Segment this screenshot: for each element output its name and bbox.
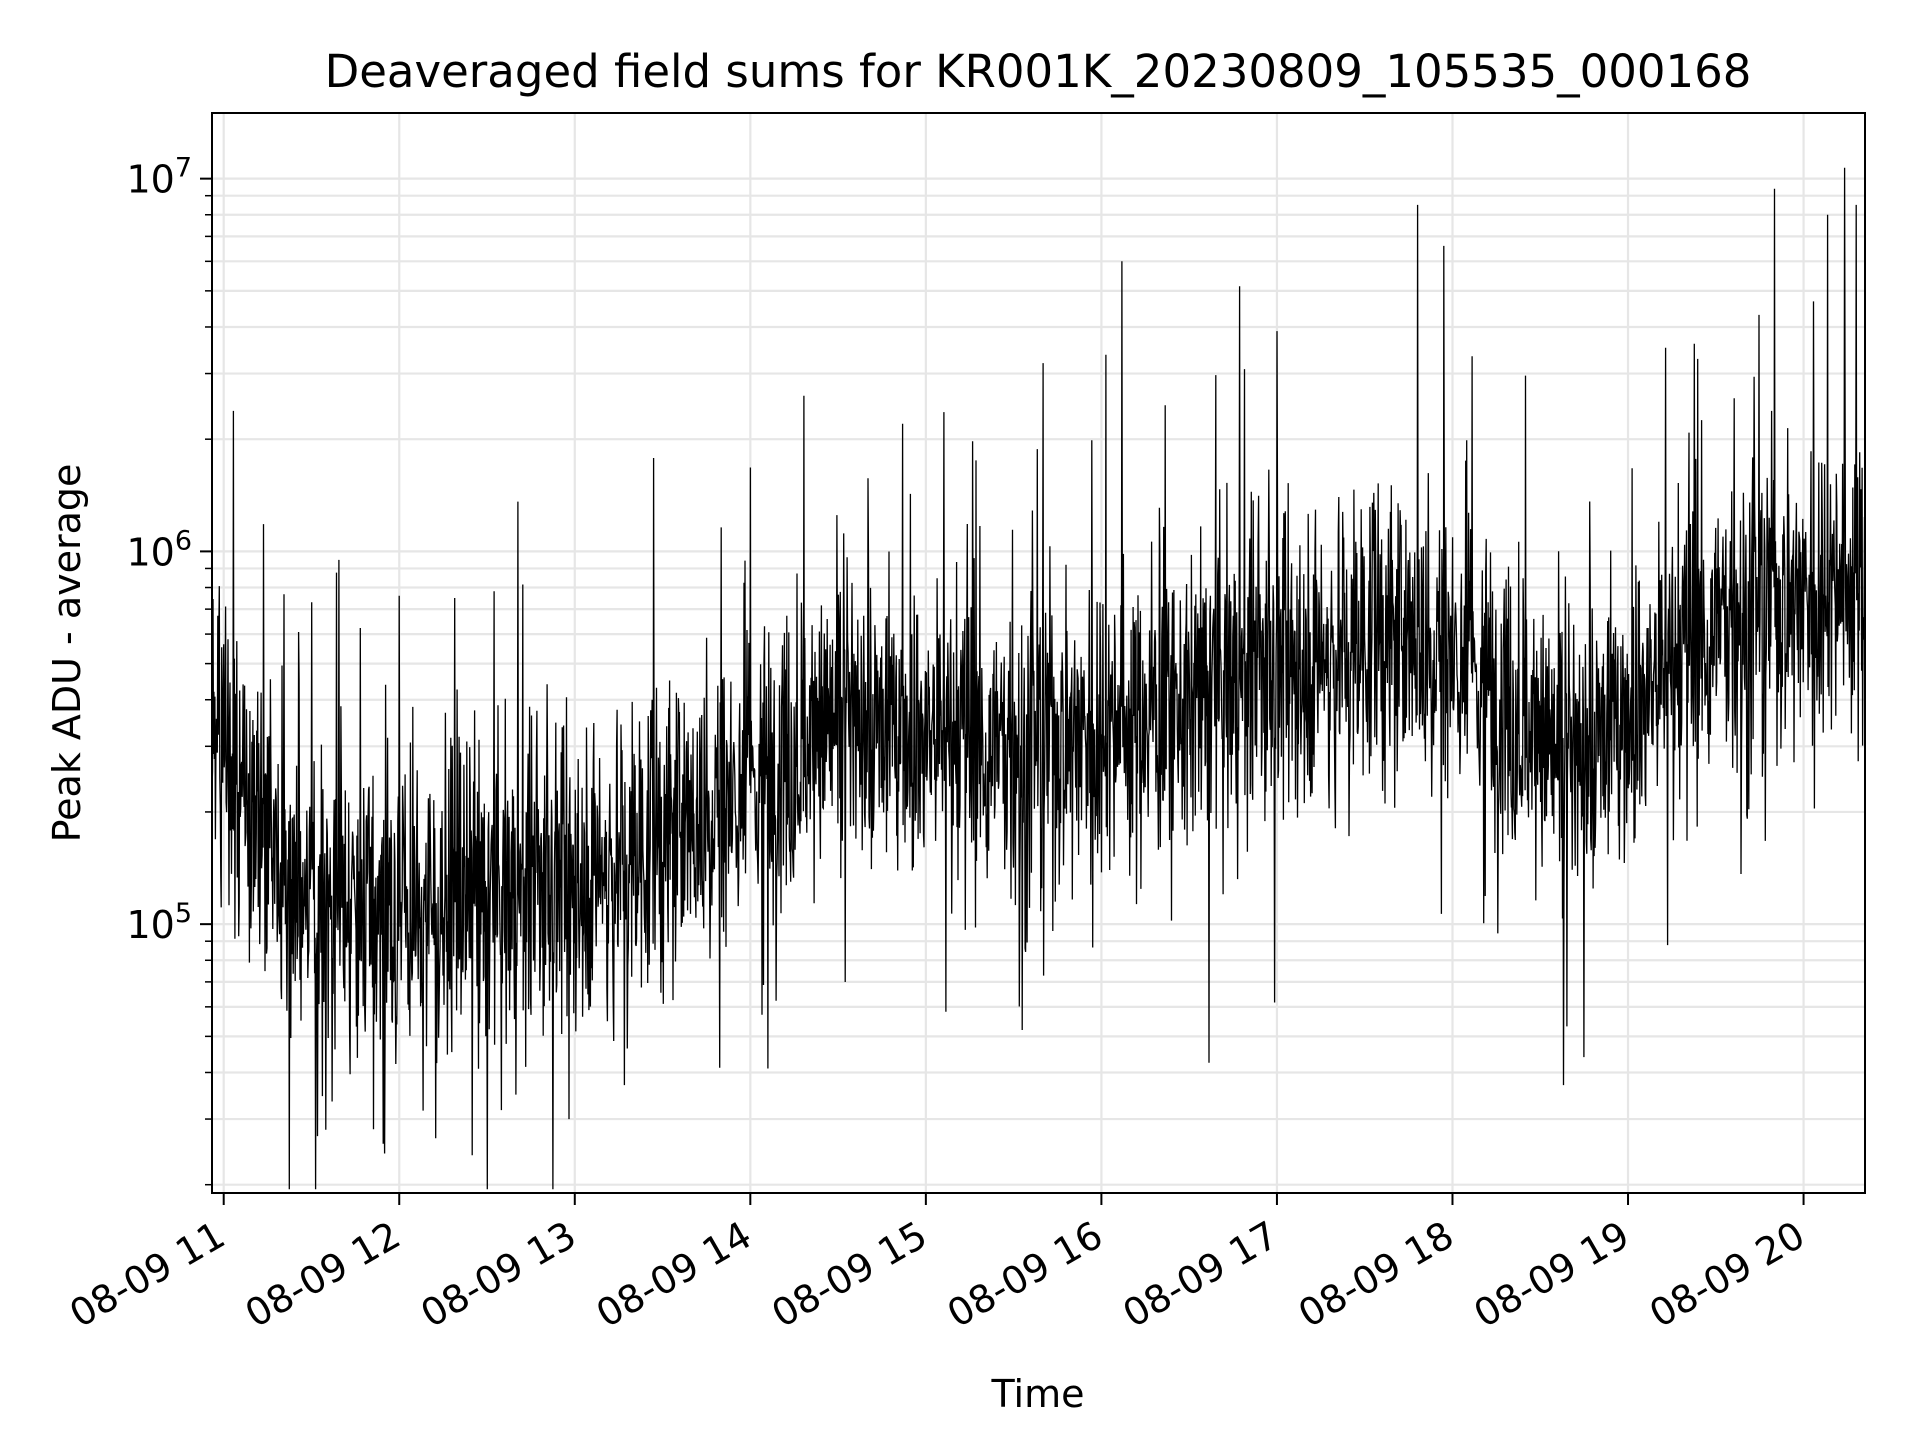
y-tick-label: 105: [126, 898, 192, 947]
plot-frame: [211, 112, 1866, 1194]
chart-title: Deaveraged field sums for KR001K_2023080…: [325, 45, 1752, 98]
series-line: [211, 167, 1866, 1190]
y-tick-label: 106: [126, 525, 192, 574]
x-axis-label: Time: [991, 1372, 1085, 1416]
y-axis-label: Peak ADU - average: [45, 464, 89, 843]
y-tick-label: 107: [126, 153, 192, 202]
